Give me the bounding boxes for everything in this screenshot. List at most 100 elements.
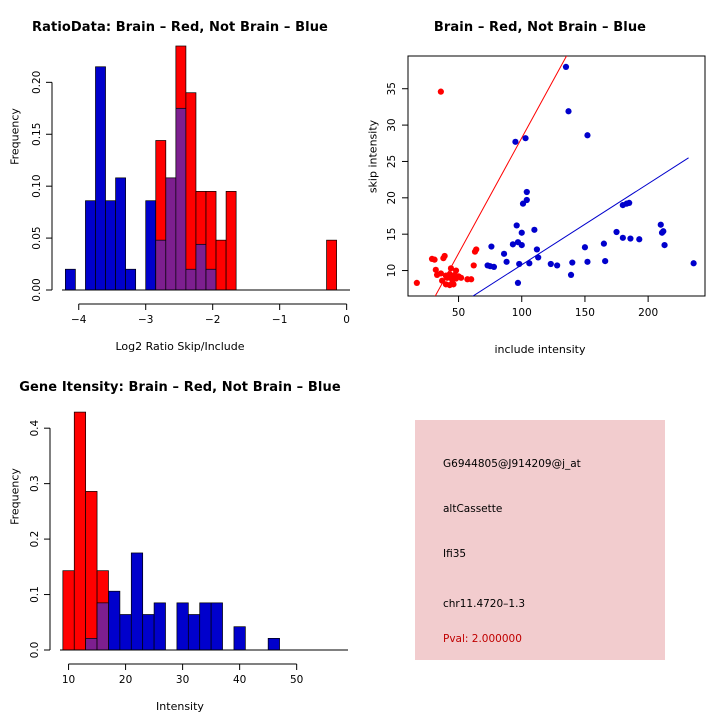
x-axis: 10 20 30 40 50 xyxy=(62,663,303,686)
histogram-bar xyxy=(210,602,223,651)
gene-histogram-title: Gene Itensity: Brain – Red, Not Brain – … xyxy=(19,380,341,395)
histogram-bar-overlap xyxy=(205,268,217,291)
scatter-point xyxy=(569,259,576,266)
scatter-point xyxy=(584,258,591,265)
panel-intensity-scatter: Brain – Red, Not Brain – Blue skip inten… xyxy=(360,0,720,360)
histogram-bar xyxy=(105,200,116,291)
scatter-plot: 10 15 20 25 30 35 50 100 150 200 xyxy=(386,55,706,319)
x-tick-label: 100 xyxy=(512,307,532,319)
scatter-point xyxy=(602,257,609,265)
scatter-point xyxy=(547,260,554,268)
y-tick-label: 0.10 xyxy=(31,174,43,197)
scatter-point xyxy=(513,222,520,229)
histogram-bar xyxy=(62,570,75,651)
histogram-bar xyxy=(199,602,212,651)
scatter-point xyxy=(516,260,523,268)
scatter-point xyxy=(509,241,516,248)
scatter-point xyxy=(523,188,530,196)
histogram-bar xyxy=(187,614,201,651)
histogram-bar xyxy=(108,590,121,651)
y-axis: 10 15 20 25 30 35 xyxy=(386,82,408,277)
y-tick-label: 30 xyxy=(386,118,398,131)
plot-frame xyxy=(407,55,706,297)
ratio-histogram-bars xyxy=(64,45,337,291)
x-axis: 50 100 150 200 xyxy=(452,296,658,319)
info-gene-symbol: Ifi35 xyxy=(443,548,467,560)
scatter-point xyxy=(531,226,538,233)
scatter-point xyxy=(413,279,420,287)
scatter-point xyxy=(512,138,519,145)
y-axis: 0.0 0.1 0.2 0.3 0.4 xyxy=(29,420,51,659)
annotation-info-box: G6944805@J914209@j_at altCassette Ifi35 chr… xyxy=(415,420,665,660)
histogram-bar-overlap xyxy=(85,638,98,651)
histogram-bar xyxy=(225,191,237,291)
scatter-point xyxy=(519,200,527,207)
scatter-point xyxy=(514,279,522,287)
y-tick-label: 0.00 xyxy=(31,278,43,301)
y-tick-label: 0.4 xyxy=(29,420,41,437)
scatter-point xyxy=(500,250,508,257)
scatter-point xyxy=(468,276,475,283)
y-axis: 0.00 0.05 0.10 0.15 0.20 xyxy=(31,71,53,302)
histogram-bar xyxy=(176,602,189,651)
histogram-bar xyxy=(145,200,157,291)
histogram-bar-overlap xyxy=(195,243,207,291)
scatter-points xyxy=(413,63,697,289)
brain-fit-line xyxy=(434,56,568,296)
scatter-point xyxy=(432,266,439,273)
y-tick-label: 35 xyxy=(386,82,398,95)
scatter-point xyxy=(657,221,664,228)
ratio-histogram-title: RatioData: Brain – Red, Not Brain – Blue xyxy=(32,20,328,35)
scatter-point xyxy=(626,199,633,207)
scatter-point xyxy=(503,258,510,265)
y-tick-label: 0.0 xyxy=(29,642,41,659)
histogram-bar xyxy=(85,200,96,291)
scatter-title: Brain – Red, Not Brain – Blue xyxy=(433,20,647,35)
histogram-bar-overlap xyxy=(165,177,177,291)
gene-histogram-plot: 0.0 0.1 0.2 0.3 0.4 10 20 30 40 50 xyxy=(29,411,348,686)
histogram-bar xyxy=(119,614,132,651)
x-tick-label: −3 xyxy=(138,314,153,326)
gene-histogram-xlabel: Intensity xyxy=(156,700,204,713)
scatter-point xyxy=(533,246,541,253)
scatter-point xyxy=(554,262,561,269)
y-tick-label: 20 xyxy=(386,191,398,204)
panel-gene-histogram: Gene Itensity: Brain – Red, Not Brain – … xyxy=(0,360,360,720)
x-tick-label: −4 xyxy=(71,314,87,326)
histogram-bar xyxy=(326,239,337,291)
scatter-point xyxy=(661,241,668,249)
y-tick-label: 0.15 xyxy=(31,123,43,146)
x-tick-label: 20 xyxy=(119,674,132,686)
histogram-bar xyxy=(64,268,76,291)
histogram-bar xyxy=(130,552,144,651)
y-tick-label: 0.2 xyxy=(29,531,41,548)
y-tick-label: 10 xyxy=(386,264,398,277)
scatter-point xyxy=(437,88,444,95)
scatter-xlabel: include intensity xyxy=(494,343,586,356)
histogram-bar-overlap xyxy=(175,107,187,291)
x-tick-label: −2 xyxy=(205,314,220,326)
scatter-point xyxy=(518,229,525,236)
histogram-bar-overlap xyxy=(185,268,197,291)
x-tick-label: 50 xyxy=(452,307,465,319)
gene-histogram-bars xyxy=(62,411,280,651)
y-tick-label: 15 xyxy=(386,227,398,240)
x-tick-label: 40 xyxy=(233,674,246,686)
x-tick-label: 150 xyxy=(575,307,595,319)
scatter-point xyxy=(627,235,634,242)
scatter-point xyxy=(441,252,448,260)
scatter-point xyxy=(487,263,494,270)
x-tick-label: 30 xyxy=(176,674,189,686)
scatter-point xyxy=(457,274,465,281)
scatter-point xyxy=(447,265,455,272)
x-axis: −4 −3 −2 −1 0 xyxy=(71,303,350,326)
scatter-point xyxy=(470,262,477,269)
scatter-point xyxy=(452,267,460,274)
info-event-type: altCassette xyxy=(443,503,503,515)
scatter-point xyxy=(562,63,570,71)
x-tick-label: −1 xyxy=(272,314,287,326)
scatter-point xyxy=(600,240,607,247)
info-probe-id: G6944805@J914209@j_at xyxy=(443,458,581,470)
histogram-bar xyxy=(153,602,166,651)
scatter-point xyxy=(526,260,533,267)
